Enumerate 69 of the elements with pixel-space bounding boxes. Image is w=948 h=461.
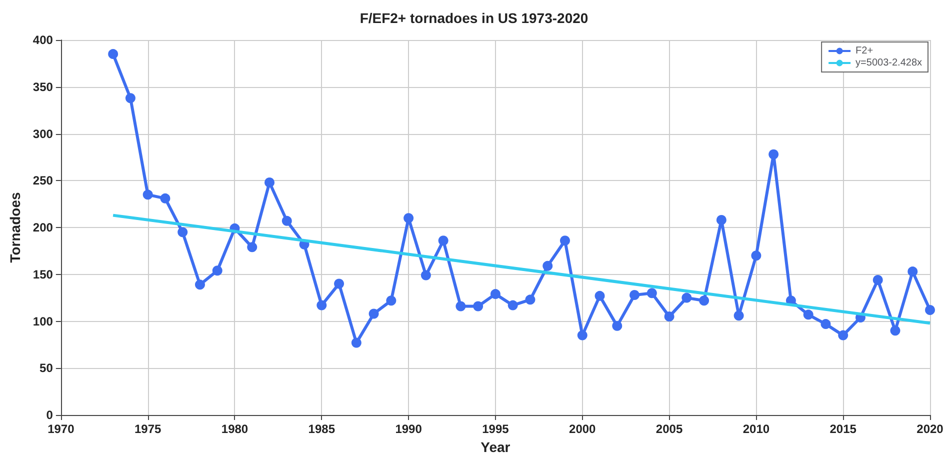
y-axis-title: Tornadoes [7, 192, 23, 263]
x-tick-label: 2015 [830, 422, 857, 436]
point [925, 305, 935, 315]
y-tick-label: 300 [32, 126, 54, 141]
point [316, 300, 327, 310]
point [525, 294, 536, 305]
x-tick-label: 2005 [656, 422, 683, 436]
point [386, 296, 396, 306]
point [108, 49, 118, 60]
x-tick-label: 1980 [221, 422, 248, 436]
point [508, 300, 518, 310]
y-tick-label: 250 [32, 174, 54, 188]
point [125, 93, 136, 104]
point [473, 301, 484, 312]
x-tick-label: 1975 [134, 422, 162, 436]
point [456, 301, 466, 312]
point [247, 242, 258, 252]
point [282, 216, 292, 226]
point [560, 236, 570, 246]
y-tick-label: 0 [46, 408, 54, 422]
x-tick-label: 1985 [308, 422, 336, 436]
point [872, 275, 883, 285]
point [630, 290, 640, 300]
point [368, 308, 379, 319]
legend-label: y=5003-2.428x [856, 58, 922, 68]
point [612, 320, 622, 331]
point [194, 280, 205, 290]
x-tick-label: 1995 [482, 422, 510, 436]
y-tick-label: 400 [32, 33, 54, 47]
point [542, 260, 553, 271]
point [751, 250, 762, 261]
y-tick-label: 200 [32, 220, 54, 234]
point [838, 330, 848, 340]
point [890, 326, 900, 336]
point [404, 213, 414, 224]
point [768, 149, 779, 160]
point [420, 270, 431, 280]
point [178, 227, 188, 238]
point [577, 330, 588, 340]
x-tick-label: 2010 [742, 422, 770, 436]
point [646, 288, 657, 298]
point [664, 312, 674, 322]
point [734, 310, 744, 321]
point [594, 290, 605, 301]
point [682, 292, 692, 303]
point [490, 289, 500, 300]
legend-label: F2+ [856, 46, 874, 56]
x-tick-label: 1990 [395, 422, 422, 436]
x-tick-label: 2020 [916, 422, 944, 436]
point [160, 193, 170, 204]
x-axis-title: Year [480, 438, 511, 455]
point [438, 236, 448, 246]
point [803, 310, 814, 320]
point [142, 190, 153, 200]
y-tick-label: 350 [32, 80, 54, 94]
chart-title: F/EF2+ tornadoes in US 1973-2020 [360, 10, 588, 26]
point [908, 266, 918, 277]
y-tick-label: 50 [40, 361, 54, 376]
point [264, 178, 274, 188]
point [820, 319, 831, 330]
y-tick-label: 100 [32, 314, 54, 328]
point [334, 278, 344, 289]
point [212, 266, 222, 276]
point [699, 296, 710, 306]
x-tick-label: 2000 [569, 422, 596, 436]
point [716, 215, 726, 225]
point [351, 338, 362, 348]
x-tick-label: 1970 [48, 422, 75, 436]
y-tick-label: 150 [32, 267, 54, 282]
